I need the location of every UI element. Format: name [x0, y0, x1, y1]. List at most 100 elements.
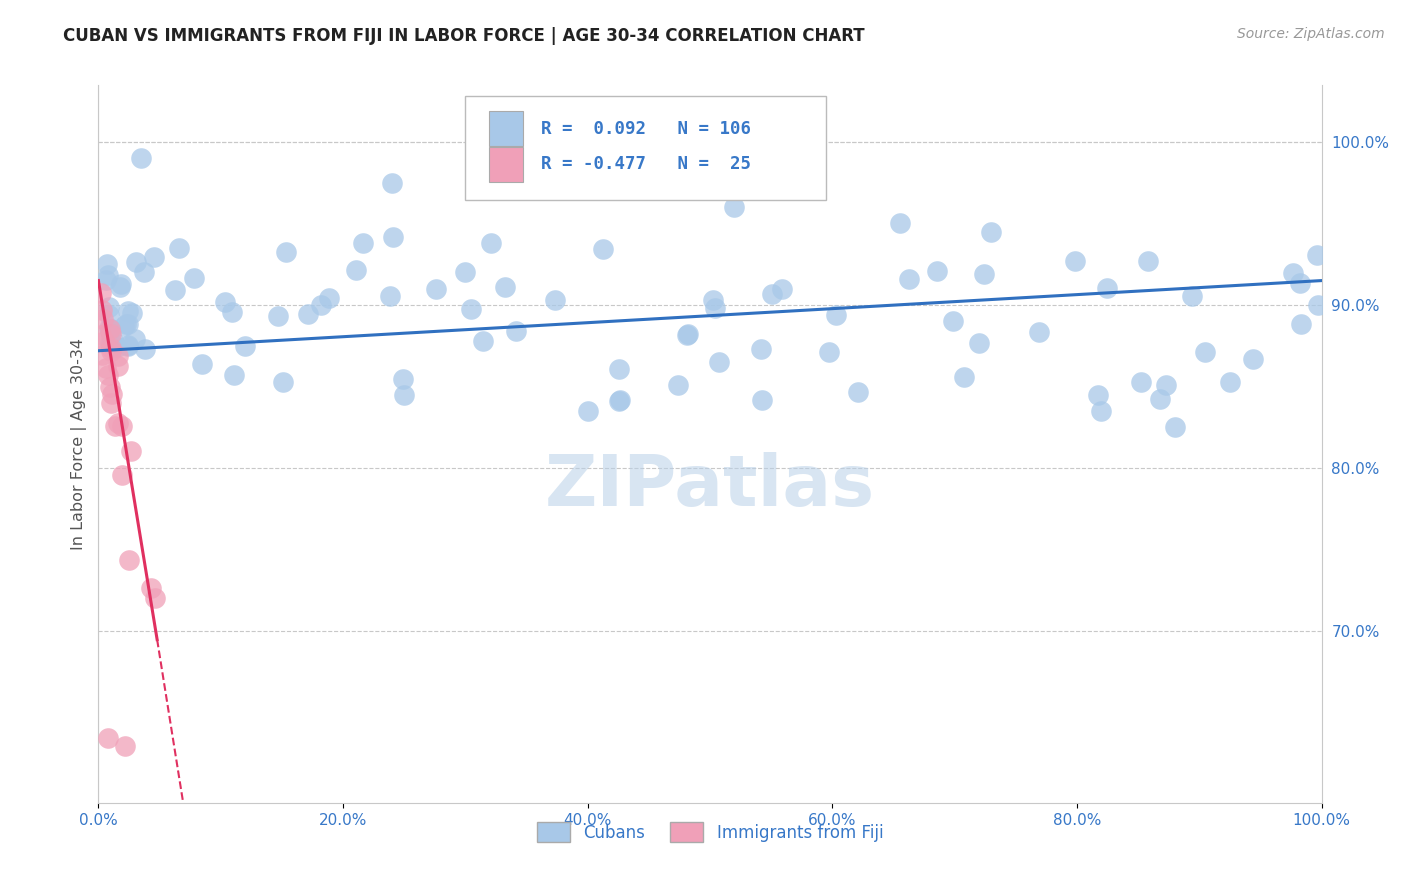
Point [104, 419, 127, 434]
Point [120, 444, 142, 458]
Point [117, 317, 139, 331]
Point [98, 300, 121, 314]
Point [749, 343, 772, 357]
Point [90, 286, 112, 301]
Point [942, 314, 965, 328]
Point [1090, 404, 1112, 418]
Point [703, 301, 725, 316]
Point [221, 305, 243, 319]
Point [98, 335, 121, 350]
Point [98, 322, 121, 336]
Point [97, 731, 120, 745]
Point [1129, 376, 1152, 390]
Point [846, 385, 869, 400]
Point [114, 739, 136, 753]
Point [96, 257, 118, 271]
Point [271, 375, 294, 389]
Point [100, 337, 122, 351]
Point [134, 342, 156, 356]
Point [91, 311, 114, 326]
Point [723, 200, 745, 214]
Point [121, 306, 143, 320]
Point [1289, 276, 1312, 290]
Point [105, 340, 128, 354]
Point [276, 245, 298, 260]
Point [571, 151, 593, 165]
Point [344, 263, 367, 277]
Point [576, 404, 599, 418]
Point [380, 289, 402, 303]
Text: R = -0.477   N =  25: R = -0.477 N = 25 [541, 155, 751, 173]
Point [352, 236, 374, 251]
Point [460, 302, 482, 317]
Point [1241, 352, 1264, 367]
Point [111, 468, 134, 483]
Point [191, 357, 214, 371]
Point [167, 241, 190, 255]
Point [1194, 344, 1216, 359]
Point [107, 416, 129, 430]
Text: ZIPatlas: ZIPatlas [546, 452, 875, 521]
Point [382, 229, 405, 244]
FancyBboxPatch shape [465, 95, 827, 200]
Point [107, 349, 129, 363]
Point [108, 280, 131, 294]
Point [1149, 392, 1171, 406]
Point [183, 271, 205, 285]
Point [117, 338, 139, 352]
Point [381, 176, 404, 190]
Point [98, 320, 121, 334]
Point [110, 277, 132, 291]
Point [702, 293, 724, 308]
Point [1087, 388, 1109, 402]
Point [143, 591, 166, 606]
Point [115, 317, 138, 331]
Point [97, 368, 120, 383]
Point [1154, 378, 1177, 392]
Point [118, 553, 141, 567]
Text: CUBAN VS IMMIGRANTS FROM FIJI IN LABOR FORCE | AGE 30-34 CORRELATION CHART: CUBAN VS IMMIGRANTS FROM FIJI IN LABOR F… [63, 27, 865, 45]
Point [101, 387, 124, 401]
Point [425, 282, 447, 296]
Point [97, 268, 120, 283]
Point [952, 370, 974, 384]
Point [967, 336, 990, 351]
Point [98, 322, 121, 336]
Point [609, 394, 631, 409]
Point [267, 309, 290, 323]
Point [90, 348, 112, 362]
Point [94, 273, 117, 287]
Y-axis label: In Labor Force | Age 30-34: In Labor Force | Age 30-34 [72, 338, 87, 549]
Point [609, 393, 631, 408]
Point [100, 326, 122, 341]
Point [117, 338, 139, 352]
Point [751, 393, 773, 408]
Point [318, 291, 340, 305]
Point [111, 419, 134, 434]
Point [93, 334, 115, 348]
Text: R =  0.092   N = 106: R = 0.092 N = 106 [541, 120, 751, 137]
Point [100, 321, 122, 335]
Point [129, 151, 152, 165]
Point [90, 328, 112, 343]
Point [222, 368, 245, 382]
Point [98, 325, 121, 339]
Point [707, 355, 730, 369]
Point [675, 328, 697, 343]
Point [235, 339, 257, 353]
Point [544, 293, 567, 308]
Point [1064, 253, 1087, 268]
Point [818, 344, 841, 359]
Point [141, 582, 163, 596]
Point [471, 334, 494, 348]
Point [124, 332, 146, 346]
Point [494, 279, 516, 293]
Point [1028, 325, 1050, 339]
Point [297, 307, 319, 321]
Point [889, 217, 911, 231]
Point [980, 225, 1002, 239]
Point [100, 396, 122, 410]
Point [132, 265, 155, 279]
Point [666, 378, 689, 392]
Point [114, 319, 136, 334]
